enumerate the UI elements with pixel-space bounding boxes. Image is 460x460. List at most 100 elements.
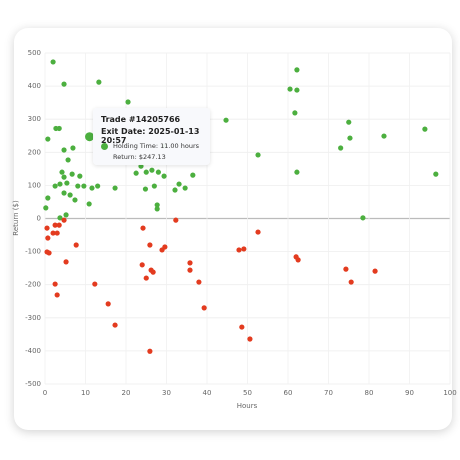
point [77, 173, 83, 179]
point [105, 301, 111, 307]
point [360, 215, 366, 221]
point [63, 212, 69, 218]
point [125, 99, 131, 105]
point [154, 202, 160, 208]
point [43, 205, 49, 211]
point [54, 230, 60, 236]
point [295, 257, 301, 263]
point [112, 185, 118, 191]
point [348, 279, 354, 285]
y-tick-label: -200 [25, 281, 41, 289]
point [72, 197, 78, 203]
x-tick-label: 60 [284, 389, 293, 397]
highlighted-point [85, 132, 95, 142]
point [150, 269, 156, 275]
point [187, 260, 193, 266]
point [239, 324, 245, 330]
point [143, 169, 149, 175]
point [54, 292, 60, 298]
point [422, 126, 428, 132]
point [187, 267, 193, 273]
point [381, 133, 387, 139]
point [52, 222, 58, 228]
point [92, 281, 98, 287]
point [372, 268, 378, 274]
point [155, 169, 161, 175]
point [294, 87, 300, 93]
point [44, 225, 50, 231]
point [52, 183, 58, 189]
x-tick-label: 50 [243, 389, 252, 397]
point [52, 281, 58, 287]
y-tick-label: 500 [28, 49, 41, 57]
point [154, 206, 160, 212]
point [143, 275, 149, 281]
y-tick-label: 0 [37, 215, 41, 223]
point [81, 183, 87, 189]
tooltip-holding: Holding Time: 11.00 hours [113, 142, 200, 150]
point [46, 250, 52, 256]
point [149, 167, 155, 173]
point [95, 183, 101, 189]
point [172, 187, 178, 193]
point [294, 169, 300, 175]
y-tick-label: -100 [25, 248, 41, 256]
x-tick-label: 40 [203, 389, 212, 397]
tooltip: Trade #14205766 Exit Date: 2025-01-13 20… [93, 108, 210, 165]
point [45, 136, 51, 142]
point [236, 247, 242, 253]
point [45, 195, 51, 201]
point [196, 279, 202, 285]
point [61, 81, 67, 87]
point [162, 244, 168, 250]
point [241, 246, 247, 252]
x-tick-label: 0 [43, 389, 47, 397]
point [50, 59, 56, 65]
point [201, 305, 207, 311]
y-tick-label: 300 [28, 115, 41, 123]
point [161, 173, 167, 179]
point [343, 266, 349, 272]
y-tick-label: 400 [28, 82, 41, 90]
x-tick-label: 70 [324, 389, 333, 397]
point [292, 110, 298, 116]
point [61, 217, 67, 223]
y-tick-label: -500 [25, 380, 41, 388]
point [173, 217, 179, 223]
point [70, 145, 76, 151]
point [433, 171, 439, 177]
point [64, 180, 70, 186]
point [151, 183, 157, 189]
point [69, 171, 75, 177]
point [61, 174, 67, 180]
point [57, 215, 63, 221]
point [50, 230, 56, 236]
point [142, 186, 149, 192]
point [67, 192, 73, 198]
tooltip-title: Trade #14205766 [101, 115, 181, 124]
tooltip-return: Return: $247.13 [113, 153, 166, 161]
x-tick-label: 10 [81, 389, 90, 397]
point [56, 222, 62, 228]
card [14, 28, 452, 430]
point [112, 322, 118, 328]
point [59, 169, 65, 175]
point [247, 336, 253, 342]
x-axis-label: Hours [237, 402, 258, 410]
tooltip-date: Exit Date: 2025-01-13 20:57 [101, 127, 200, 145]
point [89, 185, 95, 191]
point [147, 348, 153, 354]
x-tick-label: 80 [365, 389, 374, 397]
tooltip-swatch [101, 143, 108, 150]
point [56, 125, 62, 132]
point [61, 147, 67, 153]
point [190, 172, 196, 178]
point [255, 152, 261, 158]
point [65, 157, 71, 163]
point [139, 262, 145, 268]
point [176, 181, 182, 187]
point [45, 235, 51, 241]
y-tick-label: 100 [28, 181, 41, 189]
x-tick-label: 90 [405, 389, 414, 397]
